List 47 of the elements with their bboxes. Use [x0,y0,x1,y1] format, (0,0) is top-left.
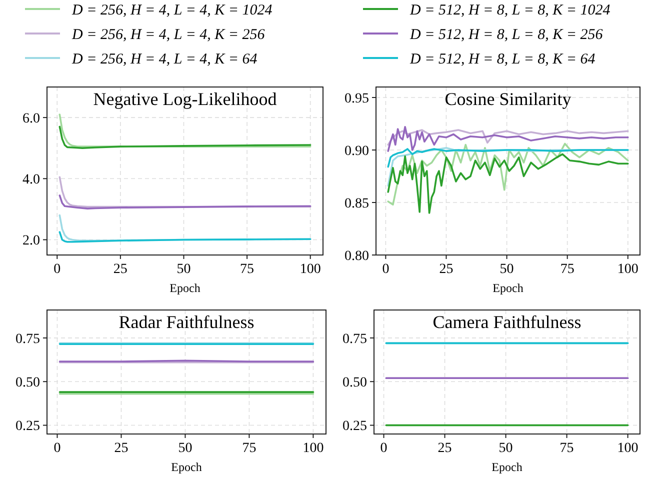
chart-title: Negative Log-Likelihood [93,89,277,109]
legend-label: D = 256, H = 4, L = 4, K = 64 [71,51,258,68]
x-axis-title: Epoch [170,281,200,295]
y-tick-label: 0.80 [344,248,369,264]
x-tick-label: 75 [242,441,256,456]
x-axis-title: Epoch [171,460,202,474]
x-tick-label: 100 [617,441,638,456]
x-tick-label: 50 [498,441,513,456]
x-axis-title: Epoch [492,460,522,474]
x-tick-label: 75 [560,262,574,277]
chart-title: Cosine Similarity [444,89,572,109]
x-tick-label: 0 [54,262,61,277]
legend-label: D = 512, H = 8, L = 8, K = 256 [409,26,604,43]
y-tick-label: 0.25 [16,419,40,434]
x-tick-label: 50 [500,262,514,277]
y-tick-label: 0.75 [16,332,40,347]
legend-label: D = 512, H = 8, L = 8, K = 1024 [409,2,611,18]
legend-label: D = 512, H = 8, L = 8, K = 64 [409,51,596,68]
y-tick-label: 0.25 [342,419,367,434]
y-tick-label: 6.0 [22,111,40,126]
x-tick-label: 75 [560,441,574,456]
x-tick-label: 75 [240,262,254,277]
chart-title: Radar Faithfulness [118,312,254,332]
x-tick-label: 100 [302,441,324,456]
x-tick-label: 0 [382,262,390,277]
x-tick-label: 25 [438,441,452,456]
y-tick-label: 2.0 [22,234,40,249]
y-tick-label: 0.75 [342,332,367,347]
legend-label: D = 256, H = 4, L = 4, K = 1024 [71,2,273,18]
x-tick-label: 50 [176,262,191,277]
y-tick-label: 4.0 [22,172,40,188]
x-tick-label: 0 [380,441,388,456]
x-tick-label: 100 [300,262,321,277]
y-tick-label: 0.90 [344,144,369,159]
x-tick-label: 25 [439,262,454,277]
y-tick-label: 0.50 [16,376,40,391]
x-tick-label: 25 [113,262,128,277]
x-tick-label: 0 [54,441,61,456]
chart-title: Camera Faithfulness [432,312,582,332]
y-tick-label: 0.50 [342,376,367,391]
y-tick-label: 0.95 [344,91,369,106]
y-tick-label: 0.85 [344,196,369,212]
legend-label: D = 256, H = 4, L = 4, K = 256 [71,26,266,43]
x-tick-label: 100 [617,262,638,277]
x-tick-label: 50 [178,441,192,456]
x-axis-title: Epoch [492,281,524,295]
x-tick-label: 25 [114,441,128,456]
